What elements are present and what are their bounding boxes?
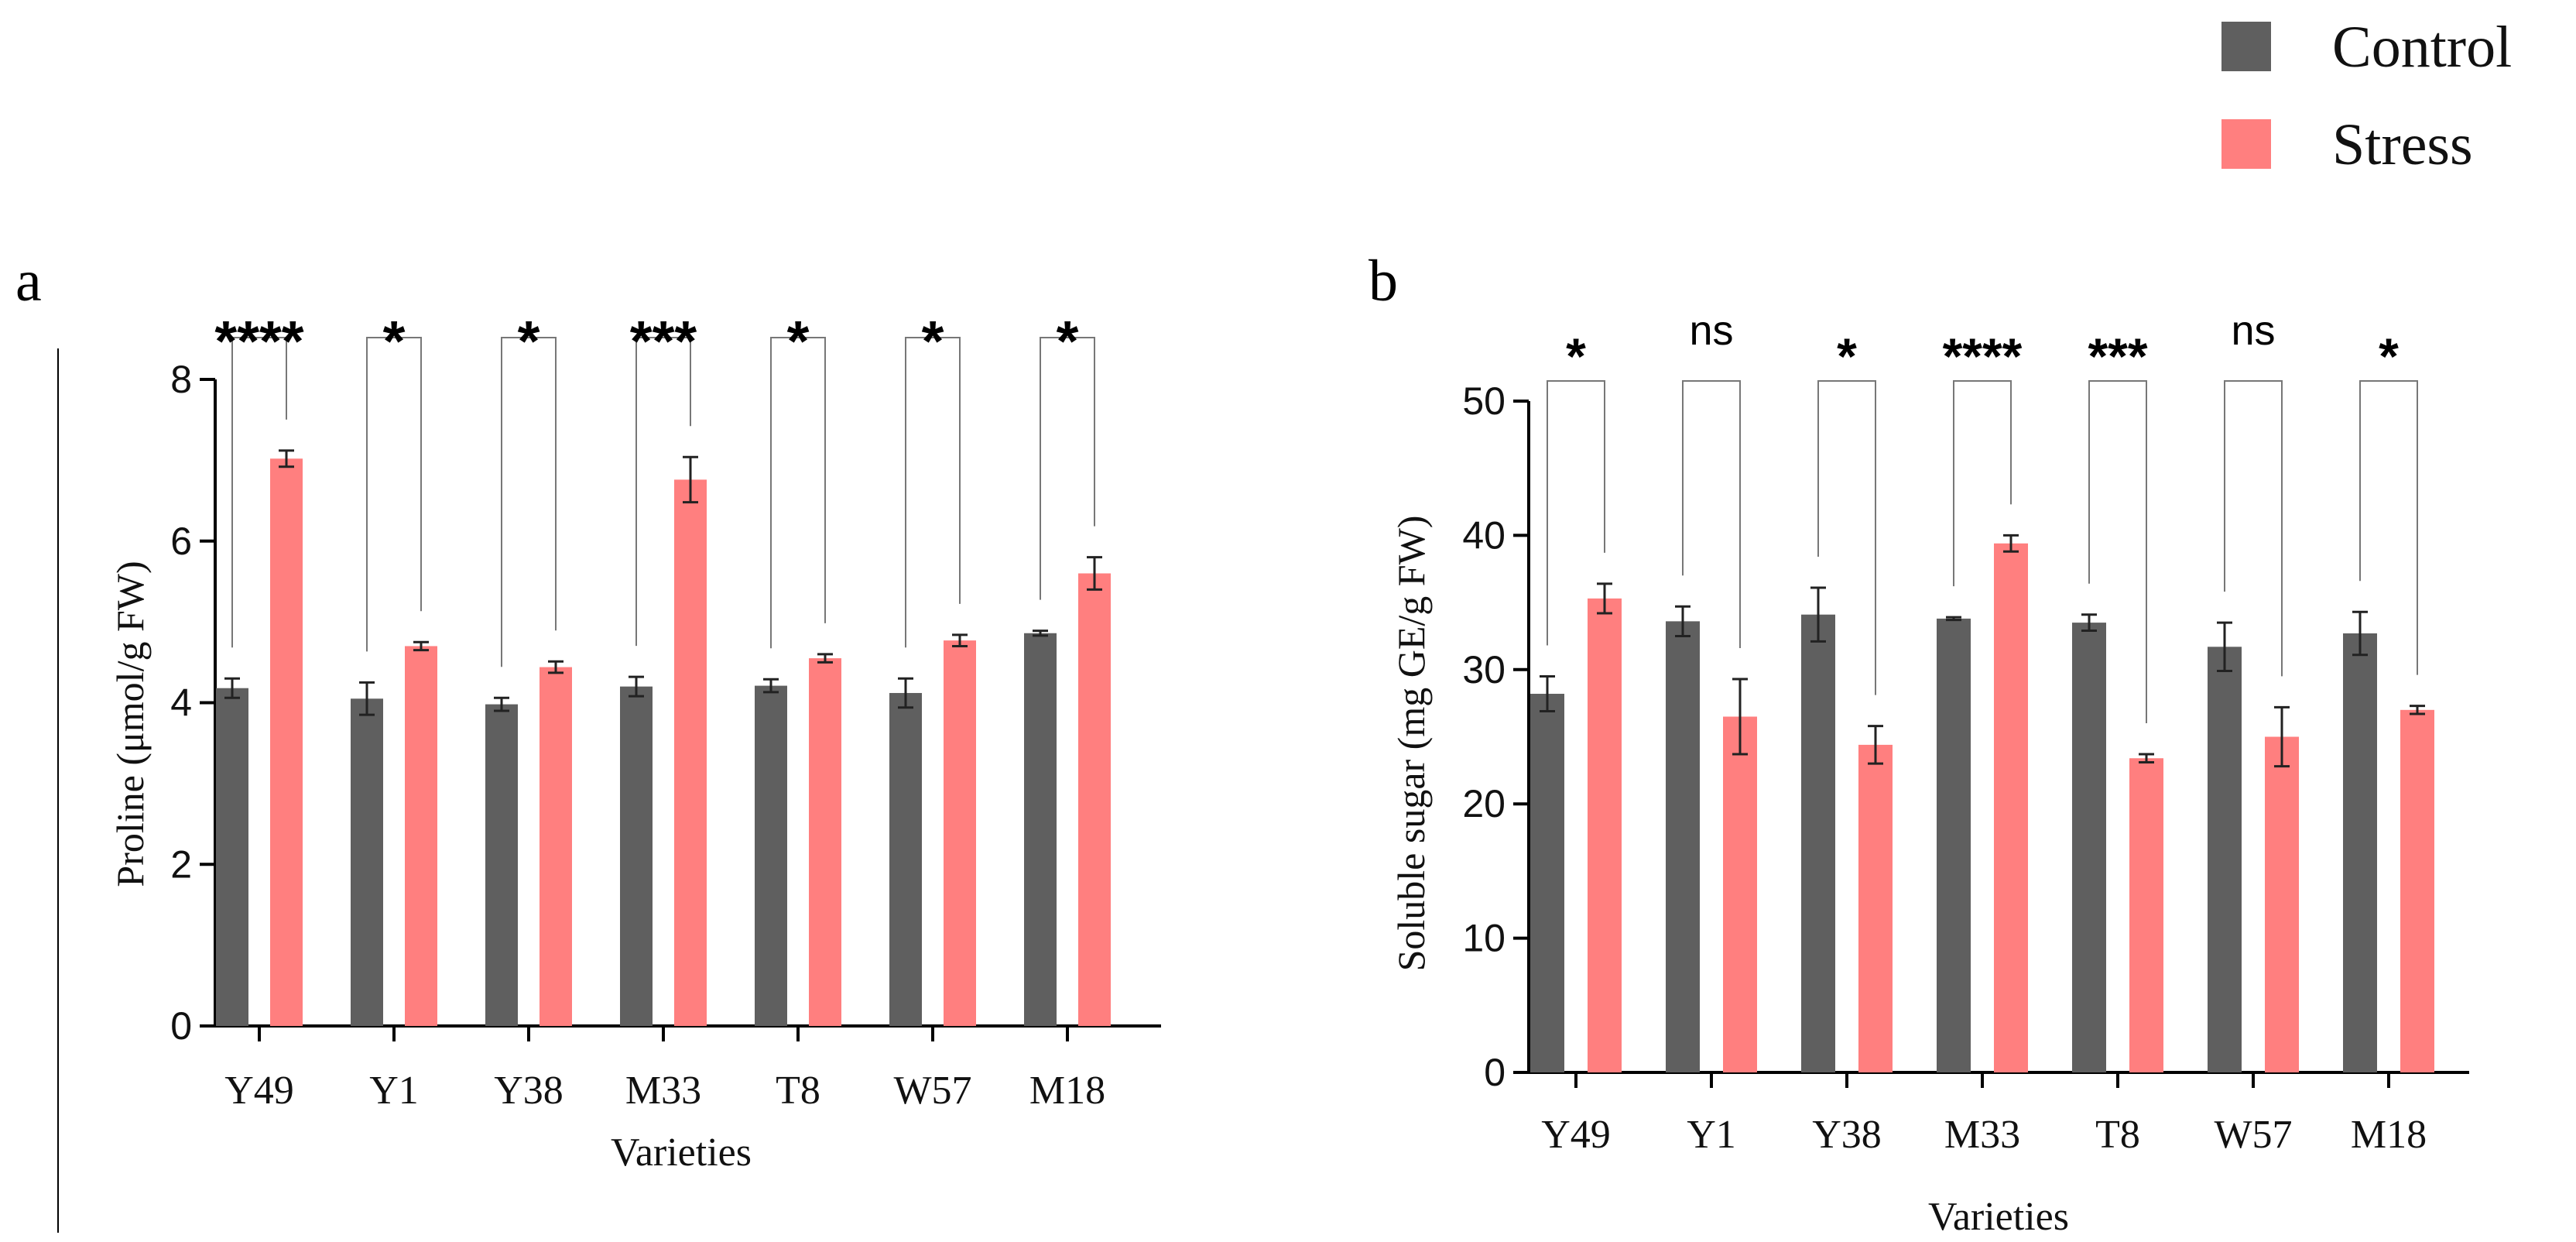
x-tick-label: Y49 xyxy=(1541,1113,1611,1157)
panel-label-b: b xyxy=(1368,249,1398,314)
x-tick-label: T8 xyxy=(776,1069,820,1113)
bar-control xyxy=(2208,647,2242,1072)
bar-control xyxy=(620,686,653,1026)
bar-stress xyxy=(1858,744,1893,1072)
panel-label-a: a xyxy=(15,249,42,314)
bar-stress xyxy=(2400,709,2434,1072)
bar-control xyxy=(1024,633,1057,1026)
significance-bracket xyxy=(1953,380,2012,587)
legend-label-control: Control xyxy=(2332,15,2512,80)
y-tick-label: 0 xyxy=(1484,1051,1506,1094)
bar-control xyxy=(2072,623,2106,1072)
bar-stress xyxy=(1588,598,1622,1072)
x-tick-label: M33 xyxy=(1944,1113,2020,1157)
significance-label: * xyxy=(1837,328,1857,385)
legend-label-stress: Stress xyxy=(2332,112,2473,177)
bar-control xyxy=(1801,614,1835,1072)
bar-stress xyxy=(674,479,707,1026)
y-tick-label: 20 xyxy=(1462,782,1506,825)
y-tick-label: 30 xyxy=(1462,648,1506,691)
x-tick-label: M18 xyxy=(2351,1113,2427,1157)
significance-bracket xyxy=(1547,380,1605,646)
x-axis-label: Varieties xyxy=(611,1130,752,1175)
y-tick-label: 40 xyxy=(1462,513,1506,557)
bar-control xyxy=(2343,633,2377,1072)
significance-bracket xyxy=(635,337,691,647)
x-tick-label: Y1 xyxy=(369,1069,419,1113)
significance-bracket xyxy=(501,337,557,667)
x-tick-label: Y1 xyxy=(1687,1113,1736,1157)
bar-stress xyxy=(809,658,841,1026)
y-tick-label: 50 xyxy=(1462,379,1506,423)
bar-control xyxy=(755,685,787,1026)
x-tick-label: M18 xyxy=(1029,1069,1105,1113)
x-tick-label: Y38 xyxy=(1812,1113,1882,1157)
x-tick-label: T8 xyxy=(2095,1113,2140,1157)
significance-label: **** xyxy=(1943,328,2023,385)
significance-bracket xyxy=(366,337,422,652)
y-tick-label: 2 xyxy=(170,842,192,886)
significance-label: * xyxy=(518,309,540,373)
x-tick-label: Y38 xyxy=(494,1069,564,1113)
bar-stress xyxy=(1723,716,1757,1072)
y-tick-label: 8 xyxy=(170,358,192,401)
significance-label: * xyxy=(922,309,944,373)
significance-label: * xyxy=(1566,328,1586,385)
significance-label: * xyxy=(383,309,406,373)
bar-control xyxy=(485,704,518,1026)
significance-bracket xyxy=(770,337,826,649)
significance-label: **** xyxy=(214,309,303,373)
significance-bracket xyxy=(2359,380,2418,675)
legend-swatch-stress xyxy=(2221,119,2271,169)
significance-bracket xyxy=(1817,380,1876,695)
bar-stress xyxy=(540,667,572,1026)
bar-stress xyxy=(1078,573,1111,1026)
y-tick-label: 6 xyxy=(170,520,192,563)
significance-bracket xyxy=(1040,337,1095,600)
bar-stress xyxy=(2129,758,2163,1072)
significance-label: ns xyxy=(1689,307,1733,354)
bar-control xyxy=(216,688,248,1026)
y-axis-label: Soluble sugar (mg GE/g FW) xyxy=(1389,516,1433,972)
significance-label: *** xyxy=(630,309,697,373)
bar-control xyxy=(1666,621,1700,1072)
x-axis-label: Varieties xyxy=(1928,1195,2069,1239)
significance-label: * xyxy=(2379,328,2399,385)
significance-label: ns xyxy=(2231,307,2275,354)
bar-control xyxy=(351,698,383,1026)
bar-control xyxy=(889,692,922,1026)
x-tick-label: W57 xyxy=(893,1069,971,1113)
x-tick-label: W57 xyxy=(2214,1113,2292,1157)
bar-stress xyxy=(944,640,976,1026)
legend: Control Stress xyxy=(2221,15,2512,177)
significance-bracket xyxy=(905,337,961,648)
x-tick-label: Y49 xyxy=(224,1069,294,1113)
significance-bracket xyxy=(2088,380,2147,724)
bar-stress xyxy=(270,458,303,1026)
chart-panel-b: Soluble sugar (mg GE/g FW) Varieties 0 10… xyxy=(1389,307,2469,1239)
y-tick-label: 4 xyxy=(170,681,192,725)
significance-bracket xyxy=(231,337,287,648)
chart-panel-a: Proline (μmol/g FW) Varieties 02468Y49**… xyxy=(108,309,1161,1175)
y-tick-label: 10 xyxy=(1462,917,1506,960)
significance-label: * xyxy=(787,309,810,373)
y-tick-label: 0 xyxy=(170,1004,192,1048)
x-tick-label: M33 xyxy=(625,1069,701,1113)
significance-bracket xyxy=(1682,380,1741,648)
significance-label: *** xyxy=(2088,328,2147,385)
significance-bracket xyxy=(2224,380,2283,677)
bar-control xyxy=(1937,618,1971,1072)
bar-stress xyxy=(2265,736,2299,1072)
y-axis-label: Proline (μmol/g FW) xyxy=(108,561,152,887)
bar-stress xyxy=(405,646,437,1026)
legend-swatch-control xyxy=(2221,22,2271,71)
bar-control xyxy=(1530,694,1564,1072)
significance-label: * xyxy=(1057,309,1079,373)
bar-stress xyxy=(1994,543,2028,1072)
